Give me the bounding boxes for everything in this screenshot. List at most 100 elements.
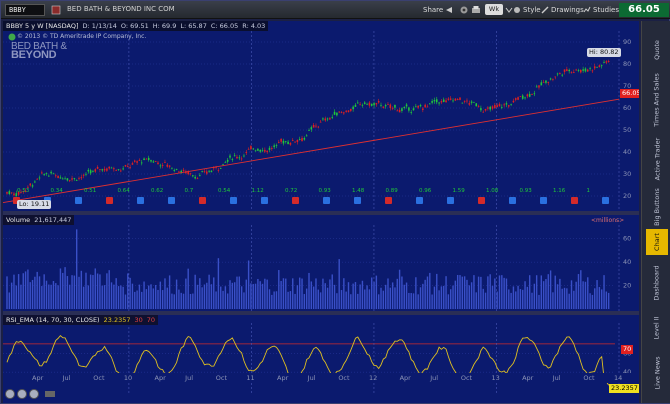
earnings-value: 0.93 [319,188,332,194]
volume-bar [122,286,124,309]
volume-bar [231,282,234,309]
expand-icon[interactable] [505,5,513,15]
candle-body [394,104,396,108]
info-icon[interactable] [8,33,16,41]
volume-bar [245,279,247,309]
x-tick-label: Apr [154,374,166,382]
magnifier-icon[interactable] [29,389,39,399]
side-tab-big-buttons[interactable]: Big Buttons [646,187,668,227]
candle-body [127,166,129,167]
candle-body [496,105,498,108]
x-tick-label: Apr [32,374,44,382]
volume-bar [192,293,194,309]
candle-body [435,99,438,103]
symbol-input[interactable]: BBBY [5,4,45,16]
volume-bar [601,289,603,309]
candle-body [254,150,257,152]
candle-body [187,171,189,175]
earnings-marker-icon [106,197,113,204]
candle-body [45,173,48,174]
chart-area[interactable]: 90 80 70 60 50 40 30 20 0.53 0.34 0.51 0.64 0.62 0.7 0… [3,21,639,403]
candle-body [173,169,176,171]
candle-body [233,155,236,157]
x-tick-label: 10 [123,374,133,382]
pane-divider[interactable] [3,211,639,215]
volume-bar [201,287,203,309]
volume-bar [78,276,80,309]
candle-body [205,171,208,174]
x-tick-label: 13 [491,374,500,382]
volume-bar [180,292,182,309]
volume-bar [473,275,475,309]
candle-body [289,142,292,145]
price-chart[interactable]: 90 80 70 60 50 40 30 20 0.53 0.34 0.51 0.64 0.62 0.7 0… [3,21,639,211]
earnings-value: 1.16 [553,188,566,194]
zoom-in-icon[interactable] [17,389,27,399]
side-tab-label: Chart [653,233,661,251]
candle-body [449,98,452,100]
candle-body [22,191,25,192]
dividend-marker-icon [168,197,175,204]
side-tab-chart[interactable]: Chart [646,229,668,255]
side-tab-quote[interactable]: Quote [646,33,668,67]
candle-body [370,103,373,106]
candle-body [259,149,262,152]
volume-bar [129,277,131,309]
volume-pane[interactable]: 60 40 20 Volume 21,617,447 <millions> [3,215,639,311]
candle-body [73,178,76,179]
zoom-out-icon[interactable] [5,389,15,399]
volume-bar [324,283,326,309]
candle-body [157,162,159,165]
candle-body [380,104,382,106]
candle-body [66,178,69,181]
print-icon[interactable] [471,5,481,15]
x-tick-label: Oct [215,374,228,382]
candle-body [222,164,224,166]
volume-bar [587,277,589,309]
earnings-value: 0.51 [84,188,96,194]
volume-bar [382,290,385,309]
candle-body [75,180,78,181]
volume-bar [252,284,254,309]
volume-bar [459,275,461,309]
volume-bar [496,291,498,309]
volume-chart[interactable]: 60 40 20 [3,215,639,311]
share-button[interactable]: Share [423,4,453,16]
candle-body [494,105,496,109]
volume-bar [512,286,515,309]
side-tab-times-and-sales[interactable]: Times And Sales [646,69,668,131]
side-tab-dashboard[interactable]: Dashboard [646,257,668,309]
volume-header: Volume 21,617,447 [3,215,75,225]
style-button[interactable]: Style [513,4,541,16]
candle-body [366,103,368,105]
price-pane[interactable]: 90 80 70 60 50 40 30 20 0.53 0.34 0.51 0.64 0.62 0.7 0… [3,21,639,211]
side-tab-level-ii[interactable]: Level II [646,311,668,345]
volume-bar [450,289,452,309]
drawings-button[interactable]: Drawings [541,4,584,16]
earnings-marker-icon [292,197,299,204]
pane-divider[interactable] [3,311,639,315]
volume-bar [159,281,162,309]
candle-body [361,104,364,106]
wk-button[interactable]: Wk [485,4,503,15]
earnings-marker-icon [385,197,392,204]
scroll-track[interactable] [45,391,55,397]
studies-button[interactable]: Studies [583,4,619,16]
candle-body [150,160,152,162]
x-tick-label: Jul [552,374,561,382]
dividend-marker-icon [416,197,423,204]
candle-body [261,150,264,152]
drawings-label: Drawings [551,6,584,14]
side-tab-active-trader[interactable]: Active Trader [646,133,668,185]
settings-icon[interactable] [459,5,469,15]
volume-bar [447,294,450,309]
volume-bar [575,281,577,309]
company-logo: BED BATH & BEYOND [11,42,67,61]
candle-body [189,173,192,175]
volume-bar [289,291,292,309]
candle-body [305,135,308,137]
link-icon[interactable] [51,5,61,15]
candle-body [503,104,505,106]
candle-body [568,69,570,72]
side-tab-live-news[interactable]: Live News [646,347,668,399]
